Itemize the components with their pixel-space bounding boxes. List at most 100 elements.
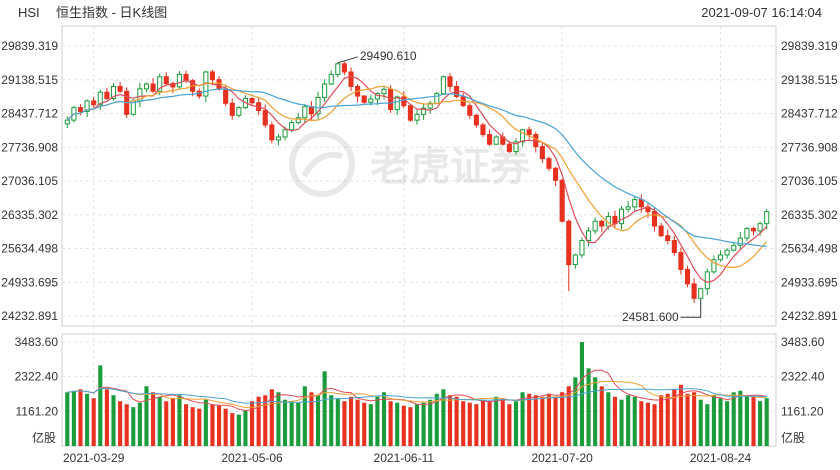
candle-up [586, 230, 592, 242]
volume-bar [329, 395, 334, 446]
candle-up [97, 91, 103, 106]
candle-up [572, 254, 578, 266]
volume-tick-left: 3483.60 [15, 335, 59, 349]
candle-up [315, 96, 321, 115]
volume-axis: 3483.60 3483.60 2322.40 2322.40 1161.20 1161.… [15, 335, 825, 445]
volume-bar [428, 399, 433, 446]
volume-bar [612, 396, 617, 446]
volume-bar [751, 396, 756, 446]
candle-down [388, 88, 394, 111]
volume-bar [758, 401, 763, 446]
candle-up [434, 93, 440, 104]
volume-bar [263, 395, 268, 446]
candle-down [638, 199, 644, 208]
watermark-logo-icon [289, 131, 355, 197]
volume-tick-right: 3483.60 [781, 335, 825, 349]
volume-bar [401, 405, 406, 446]
candle-down [341, 63, 347, 73]
price-tick-left: 28437.712 [1, 107, 58, 121]
candle-up [711, 259, 717, 273]
volume-bar [296, 402, 301, 446]
volume-bar [362, 402, 367, 446]
volume-bar [177, 395, 182, 446]
candle-down [407, 105, 413, 121]
volume-ma10-line [67, 380, 767, 409]
candle-up [704, 271, 710, 290]
price-tick-left: 25634.498 [1, 242, 58, 256]
volume-bar [527, 393, 532, 446]
price-tick-left: 26335.302 [1, 208, 58, 222]
candle-down [229, 102, 235, 116]
volume-bar [118, 401, 123, 446]
volume-bar [124, 404, 129, 446]
ma20-line [66, 88, 767, 247]
candle-down [526, 129, 532, 136]
price-tick-left: 24232.891 [1, 309, 58, 323]
candle-down [506, 143, 512, 152]
candle-up [744, 227, 750, 239]
volume-bar [454, 396, 459, 446]
volume-bar [395, 402, 400, 446]
low-annotation-label: 24581.600 [622, 310, 679, 324]
candle-up [302, 106, 308, 119]
candle-down [183, 73, 189, 82]
volume-bar [289, 401, 294, 446]
candle-up [84, 100, 90, 112]
price-axis: 29839.319 29839.319 29138.515 29138.515 2843… [1, 39, 838, 323]
volume-bar [718, 398, 723, 446]
candle-down [678, 252, 684, 270]
candle-up [374, 93, 380, 100]
volume-bar [586, 368, 591, 446]
volume-bar [164, 401, 169, 446]
volume-bar [309, 392, 314, 446]
volume-bar [78, 389, 83, 446]
date-tick-label: 2021-08-24 [690, 451, 752, 465]
candle-up [717, 254, 724, 261]
candle-down [91, 100, 97, 106]
volume-bar [381, 392, 387, 446]
volume-bar [467, 402, 472, 446]
candle-down [691, 283, 697, 299]
volume-bar [210, 404, 215, 446]
volume-unit-left: 亿股 [32, 430, 56, 445]
date-tick-label: 2021-07-20 [531, 451, 593, 465]
volume-bar [639, 401, 644, 446]
candle-up [757, 223, 763, 232]
volume-bar [480, 399, 486, 446]
volume-bar [421, 402, 426, 446]
price-tick-left: 29138.515 [1, 73, 58, 87]
volume-bar [461, 401, 466, 446]
volume-bar [685, 393, 690, 446]
candle-up [322, 83, 328, 98]
candle-down [750, 227, 757, 232]
volume-bar [546, 393, 552, 446]
volume-bar [184, 404, 189, 446]
candle-down [480, 124, 486, 136]
volume-bar [560, 392, 565, 446]
candle-down [658, 225, 664, 237]
candle-up [493, 136, 499, 145]
volume-bar [197, 408, 202, 446]
candle-up [176, 73, 183, 88]
low-annotation-leader [680, 299, 702, 318]
candle-up [520, 129, 526, 143]
candle-down [447, 76, 453, 87]
price-tick-right: 28437.712 [781, 107, 838, 121]
price-annotations: 29490.610 24581.600 [337, 49, 702, 324]
volume-bar [131, 407, 136, 446]
volume-bar [91, 398, 96, 446]
ma10-line [66, 82, 768, 269]
chart-title: 恒生指数 - 日K线图 [56, 5, 167, 20]
price-tick-right: 29839.319 [781, 39, 838, 53]
volume-bar [678, 384, 683, 446]
volume-bar [593, 377, 598, 446]
price-tick-left: 27036.105 [1, 174, 58, 188]
candle-down [223, 88, 229, 104]
volume-bar [507, 404, 512, 446]
watermark-logo-mark [301, 152, 343, 178]
candle-up [275, 136, 281, 141]
candle-up [632, 199, 638, 208]
candle-up [440, 76, 446, 95]
volume-bar [711, 395, 716, 446]
candle-up [335, 63, 341, 75]
